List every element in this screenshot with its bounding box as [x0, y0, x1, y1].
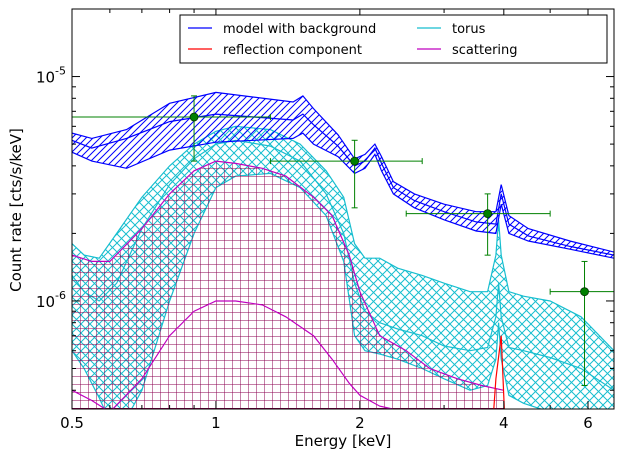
torus-upper-line	[72, 125, 614, 352]
scattering-band	[72, 161, 504, 409]
axis-ticks: 0.5 1 2 4 6 10-6 10-5	[36, 8, 614, 432]
data-points	[72, 95, 614, 386]
legend-label-reflection-component: reflection component	[223, 43, 362, 58]
y-tick-label: 10-6	[36, 289, 66, 311]
x-tick-label: 1	[211, 414, 221, 432]
x-tick-label: 2	[355, 414, 365, 432]
data-point-2	[350, 156, 360, 166]
model-with-background-line	[72, 113, 614, 256]
legend-box	[179, 14, 608, 64]
model-with-background-band	[72, 92, 614, 259]
y-axis-label: Count rate [cts/s/keV]	[7, 128, 25, 292]
legend: model with background torus reflection com…	[179, 14, 608, 64]
x-tick-label: 4	[499, 414, 509, 432]
scattering-line	[72, 300, 396, 409]
x-tick-label: 6	[583, 414, 593, 432]
scattering-upper-line	[72, 160, 504, 391]
model-with-background-upper-line	[72, 91, 614, 253]
data-layer	[72, 91, 614, 409]
reflection-component-line	[493, 335, 505, 409]
legend-label-torus: torus	[452, 22, 486, 37]
legend-label-model-with-background: model with background	[223, 22, 376, 37]
plot-frame	[71, 8, 615, 410]
x-tick-label: 0.5	[60, 414, 84, 432]
x-axis-label: Energy [keV]	[295, 432, 392, 450]
legend-label-scattering: scattering	[452, 43, 518, 58]
data-point-1	[189, 112, 199, 122]
y-tick-label: 10-5	[36, 65, 66, 87]
data-point-4	[580, 287, 589, 297]
data-point-3	[483, 209, 493, 219]
